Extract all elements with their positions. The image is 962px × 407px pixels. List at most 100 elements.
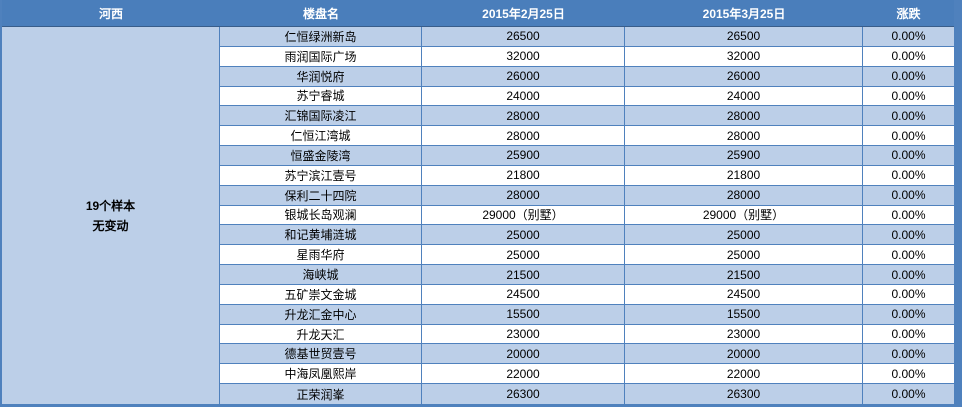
change-cell: 0.00% xyxy=(863,87,954,107)
price-date1-cell: 29000（别墅） xyxy=(422,205,625,226)
table-row: 华润悦府 26000 26000 0.00% xyxy=(220,66,954,87)
price-date2-cell: 25000 xyxy=(625,245,863,266)
property-name-cell: 保利二十四院 xyxy=(220,185,422,206)
table-row: 苏宁睿城 24000 24000 0.00% xyxy=(220,86,954,107)
change-cell: 0.00% xyxy=(863,47,954,67)
change-cell: 0.00% xyxy=(863,126,954,147)
table-row: 和记黄埔涟城 25000 25000 0.00% xyxy=(220,225,954,246)
change-cell: 0.00% xyxy=(863,325,954,345)
change-cell: 0.00% xyxy=(863,166,954,186)
property-name-cell: 恒盛金陵湾 xyxy=(220,146,422,166)
table-row: 升龙天汇 23000 23000 0.00% xyxy=(220,324,954,345)
price-date1-cell: 26000 xyxy=(422,66,625,87)
price-date1-cell: 23000 xyxy=(422,324,625,345)
price-date2-cell: 15500 xyxy=(625,304,863,325)
table-row: 苏宁滨江壹号 21800 21800 0.00% xyxy=(220,165,954,186)
price-date2-cell: 23000 xyxy=(625,324,863,345)
table-body: 19个样本 无变动 仁恒绿洲新岛 26500 26500 0.00% 雨润国际广… xyxy=(2,27,954,404)
price-date2-cell: 26000 xyxy=(625,66,863,87)
change-cell: 0.00% xyxy=(863,364,954,385)
table-row: 汇锦国际凌江 28000 28000 0.00% xyxy=(220,106,954,127)
price-date1-cell: 32000 xyxy=(422,46,625,67)
table-row: 海峡城 21500 21500 0.00% xyxy=(220,265,954,285)
summary-change-status: 无变动 xyxy=(92,218,129,233)
change-cell: 0.00% xyxy=(863,225,954,246)
price-date1-cell: 26300 xyxy=(422,384,625,404)
property-name-cell: 升龙汇金中心 xyxy=(220,304,422,325)
table-row: 德基世贸壹号 20000 20000 0.00% xyxy=(220,344,954,365)
header-region: 河西 xyxy=(98,6,123,21)
price-date2-cell: 25000 xyxy=(625,225,863,246)
price-date1-cell: 15500 xyxy=(422,304,625,325)
property-name-cell: 汇锦国际凌江 xyxy=(220,106,422,127)
price-date2-cell: 21800 xyxy=(625,165,863,186)
price-date1-cell: 21500 xyxy=(422,265,625,285)
table-rows: 仁恒绿洲新岛 26500 26500 0.00% 雨润国际广场 32000 32… xyxy=(220,27,954,404)
property-name-cell: 和记黄埔涟城 xyxy=(220,225,422,246)
price-date2-cell: 21500 xyxy=(625,265,863,285)
change-cell: 0.00% xyxy=(863,27,954,47)
property-name-cell: 五矿崇文金城 xyxy=(220,284,422,305)
price-date2-cell: 28000 xyxy=(625,185,863,206)
property-name-cell: 星雨华府 xyxy=(220,245,422,266)
price-date1-cell: 25000 xyxy=(422,245,625,266)
price-date1-cell: 28000 xyxy=(422,185,625,206)
table-row: 中海凤凰熙岸 22000 22000 0.00% xyxy=(220,364,954,385)
price-date1-cell: 26500 xyxy=(422,27,625,47)
property-name-cell: 中海凤凰熙岸 xyxy=(220,364,422,385)
change-cell: 0.00% xyxy=(863,67,954,87)
property-name-cell: 雨润国际广场 xyxy=(220,46,422,67)
table-header-row: 河西 楼盘名 2015年2月25日 2015年3月25日 涨跌 xyxy=(2,0,954,27)
price-date2-cell: 20000 xyxy=(625,344,863,365)
price-date1-cell: 25900 xyxy=(422,146,625,166)
table-row: 雨润国际广场 32000 32000 0.00% xyxy=(220,46,954,67)
change-cell: 0.00% xyxy=(863,285,954,305)
property-name-cell: 仁恒绿洲新岛 xyxy=(220,27,422,47)
property-name-cell: 海峡城 xyxy=(220,265,422,285)
property-name-cell: 升龙天汇 xyxy=(220,324,422,345)
table-row: 仁恒绿洲新岛 26500 26500 0.00% xyxy=(220,27,954,47)
price-date2-cell: 22000 xyxy=(625,364,863,385)
price-date1-cell: 28000 xyxy=(422,126,625,147)
change-cell: 0.00% xyxy=(863,146,954,166)
property-name-cell: 德基世贸壹号 xyxy=(220,344,422,365)
table-row: 保利二十四院 28000 28000 0.00% xyxy=(220,185,954,206)
header-change: 涨跌 xyxy=(896,6,921,21)
price-date1-cell: 28000 xyxy=(422,106,625,127)
property-name-cell: 正荣润峯 xyxy=(220,384,422,404)
price-date1-cell: 22000 xyxy=(422,364,625,385)
change-cell: 0.00% xyxy=(863,305,954,325)
table-row: 正荣润峯 26300 26300 0.00% xyxy=(220,384,954,404)
price-date1-cell: 20000 xyxy=(422,344,625,365)
property-name-cell: 银城长岛观澜 xyxy=(220,205,422,226)
price-date2-cell: 29000（别墅） xyxy=(625,205,863,226)
property-name-cell: 仁恒江湾城 xyxy=(220,126,422,147)
change-cell: 0.00% xyxy=(863,186,954,206)
change-cell: 0.00% xyxy=(863,206,954,226)
table-row: 恒盛金陵湾 25900 25900 0.00% xyxy=(220,146,954,166)
change-cell: 0.00% xyxy=(863,106,954,127)
region-summary-cell: 19个样本 无变动 xyxy=(2,27,220,404)
property-name-cell: 华润悦府 xyxy=(220,66,422,87)
price-date1-cell: 24500 xyxy=(422,284,625,305)
summary-sample-count: 19个样本 xyxy=(85,198,136,213)
price-date2-cell: 28000 xyxy=(625,126,863,147)
change-cell: 0.00% xyxy=(863,245,954,266)
price-date1-cell: 24000 xyxy=(422,86,625,107)
header-property-name: 楼盘名 xyxy=(302,6,339,21)
price-date2-cell: 24000 xyxy=(625,86,863,107)
property-name-cell: 苏宁睿城 xyxy=(220,86,422,107)
price-date1-cell: 21800 xyxy=(422,165,625,186)
table-row: 仁恒江湾城 28000 28000 0.00% xyxy=(220,126,954,147)
header-date-2: 2015年3月25日 xyxy=(702,6,786,21)
price-date2-cell: 26300 xyxy=(625,384,863,404)
change-cell: 0.00% xyxy=(863,344,954,365)
table-row: 星雨华府 25000 25000 0.00% xyxy=(220,245,954,266)
change-cell: 0.00% xyxy=(891,387,926,402)
table-row: 五矿崇文金城 24500 24500 0.00% xyxy=(220,284,954,305)
price-date2-cell: 28000 xyxy=(625,106,863,127)
table-row: 升龙汇金中心 15500 15500 0.00% xyxy=(220,304,954,325)
price-date2-cell: 25900 xyxy=(625,146,863,166)
price-date1-cell: 25000 xyxy=(422,225,625,246)
